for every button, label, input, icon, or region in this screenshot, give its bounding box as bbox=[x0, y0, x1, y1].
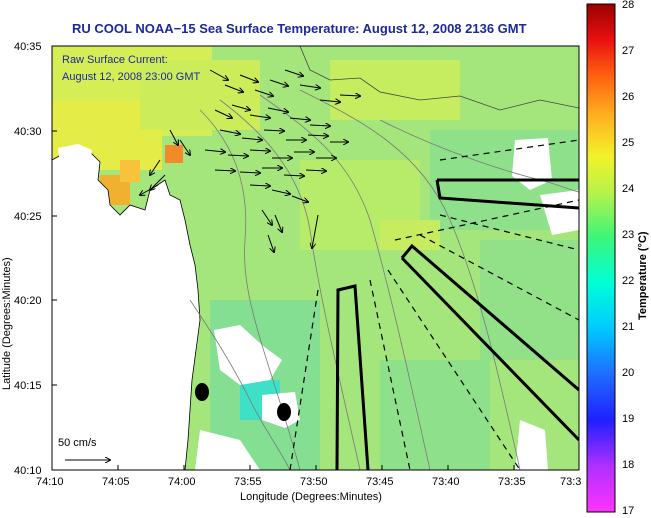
x-tick-label: 74:00 bbox=[168, 476, 196, 488]
colorbar-tick: 20 bbox=[622, 367, 634, 379]
x-tick-label: 73:50 bbox=[300, 476, 328, 488]
colorbar-tick: 21 bbox=[622, 321, 634, 333]
colorbar: 28 27 26 25 24 23 22 21 20 19 18 17 Temp… bbox=[586, 0, 649, 517]
data-gap-7 bbox=[515, 420, 548, 470]
colorbar-tick: 27 bbox=[622, 45, 634, 57]
data-gap-1 bbox=[58, 144, 92, 172]
x-tick-label: 73:3 bbox=[560, 476, 581, 488]
map-title: RU COOL NOAA−15 Sea Surface Temperature:… bbox=[72, 21, 527, 36]
x-tick-label: 74:05 bbox=[102, 476, 130, 488]
colorbar-tick: 24 bbox=[622, 183, 634, 195]
surface-current-vectors bbox=[140, 69, 360, 252]
legend-line-2: August 12, 2008 23:00 GMT bbox=[62, 71, 200, 83]
y-tick-label: 40:15 bbox=[14, 380, 42, 392]
colorbar-tick: 19 bbox=[622, 413, 634, 425]
colorbar-tick: 26 bbox=[622, 91, 634, 103]
data-gap-3 bbox=[540, 190, 579, 235]
station-marker-2 bbox=[277, 403, 291, 421]
colorbar-tick: 25 bbox=[622, 137, 634, 149]
y-axis-label: Latitude (Degrees:Minutes) bbox=[1, 257, 13, 390]
x-tick-label: 73:55 bbox=[234, 476, 262, 488]
sst-field bbox=[52, 46, 579, 470]
colorbar-tick: 18 bbox=[622, 459, 634, 471]
x-tick-label: 73:45 bbox=[366, 476, 394, 488]
y-tick-label: 40:20 bbox=[14, 295, 42, 307]
station-marker-1 bbox=[195, 383, 209, 401]
y-tick-label: 40:30 bbox=[14, 126, 42, 138]
x-tick-label: 73:35 bbox=[498, 476, 526, 488]
legend-line-1: Raw Surface Current: bbox=[62, 54, 168, 66]
data-gap-6 bbox=[195, 430, 260, 470]
colorbar-tick: 23 bbox=[622, 229, 634, 241]
land-mass-north bbox=[210, 46, 579, 111]
data-gap-2 bbox=[512, 138, 552, 190]
bathymetry-contours bbox=[189, 89, 579, 470]
colorbar-tick: 22 bbox=[622, 275, 634, 287]
colorbar-tick: 28 bbox=[622, 0, 634, 11]
colorbar-tick: 17 bbox=[622, 505, 634, 517]
data-gap-4 bbox=[214, 325, 282, 385]
x-tick-label: 73:40 bbox=[432, 476, 460, 488]
y-axis: 40:35 40:30 40:25 40:20 40:15 40:10 Lati… bbox=[1, 41, 57, 477]
land-mass-west bbox=[52, 149, 201, 470]
y-tick-label: 40:10 bbox=[14, 465, 42, 477]
x-axis: 74:10 74:05 74:00 73:55 73:50 73:45 73:4… bbox=[36, 465, 581, 503]
y-tick-label: 40:25 bbox=[14, 211, 42, 223]
x-axis-label: Longitude (Degrees:Minutes) bbox=[240, 491, 382, 503]
y-tick-label: 40:35 bbox=[14, 41, 42, 53]
survey-regions bbox=[289, 139, 579, 470]
x-tick-label: 74:10 bbox=[36, 476, 64, 488]
colorbar-label: Temperature (°C) bbox=[637, 231, 649, 320]
scale-label: 50 cm/s bbox=[58, 437, 97, 449]
